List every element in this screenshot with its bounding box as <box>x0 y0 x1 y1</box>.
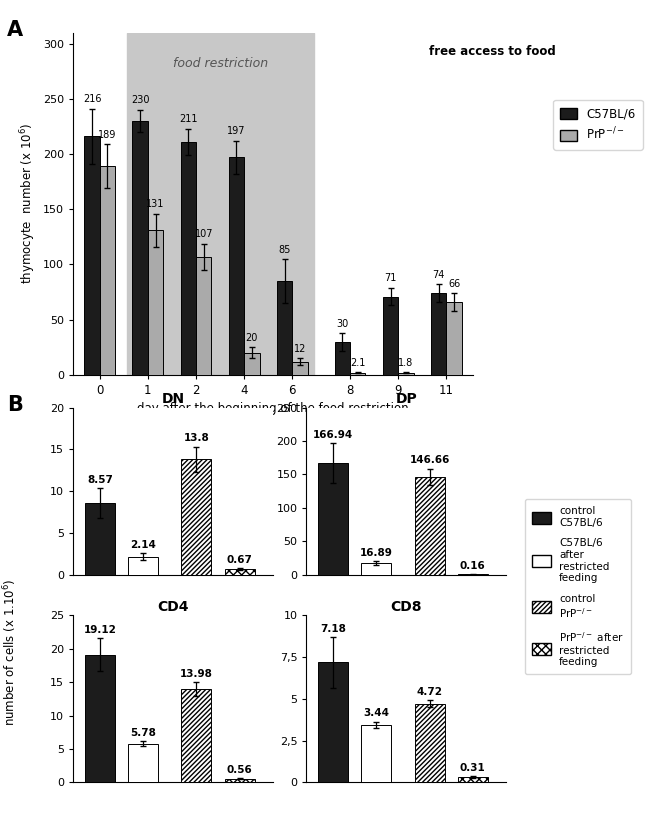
Text: 5.78: 5.78 <box>131 728 156 738</box>
Text: 12: 12 <box>294 344 306 354</box>
Bar <box>361 725 391 782</box>
Text: 230: 230 <box>131 95 149 105</box>
Bar <box>85 654 115 782</box>
Title: DN: DN <box>162 392 184 407</box>
Bar <box>224 569 254 575</box>
Text: 4.72: 4.72 <box>416 687 443 697</box>
Text: 66: 66 <box>448 279 460 289</box>
Bar <box>196 257 211 375</box>
Text: free access to food: free access to food <box>430 45 556 58</box>
Bar <box>224 778 254 782</box>
Text: 131: 131 <box>147 200 165 209</box>
Text: 71: 71 <box>384 273 397 284</box>
Text: 2.1: 2.1 <box>350 358 366 368</box>
Bar <box>85 136 100 375</box>
Bar <box>128 557 159 575</box>
Text: 107: 107 <box>194 229 213 239</box>
Bar <box>100 166 115 375</box>
Text: number of cells (x 1.10$^6$): number of cells (x 1.10$^6$) <box>1 579 19 725</box>
Bar <box>335 341 350 375</box>
Bar <box>318 463 348 575</box>
Text: 1.8: 1.8 <box>398 358 414 368</box>
Text: 30: 30 <box>336 319 348 328</box>
Text: 74: 74 <box>432 270 445 280</box>
Text: A: A <box>7 20 23 41</box>
Text: 13.98: 13.98 <box>180 669 213 679</box>
Bar <box>127 33 314 375</box>
Text: 166.94: 166.94 <box>313 430 353 439</box>
Bar <box>128 744 159 782</box>
Bar <box>458 778 488 782</box>
Bar <box>318 663 348 782</box>
Bar <box>383 297 398 375</box>
Bar <box>228 157 244 375</box>
Bar <box>414 477 445 575</box>
Text: 189: 189 <box>99 130 117 139</box>
Bar <box>180 142 196 375</box>
Text: 7.18: 7.18 <box>320 624 346 634</box>
Text: 19.12: 19.12 <box>83 624 117 635</box>
Bar <box>277 281 292 375</box>
Bar <box>148 231 163 375</box>
X-axis label: day after the beginning of the food restriction: day after the beginning of the food rest… <box>137 403 409 416</box>
Bar <box>181 689 212 782</box>
Bar <box>398 373 414 375</box>
Bar <box>414 703 445 782</box>
Text: 0.67: 0.67 <box>227 555 252 565</box>
Text: 0.31: 0.31 <box>460 763 486 773</box>
Title: DP: DP <box>396 392 417 407</box>
Bar <box>292 362 308 375</box>
Legend: control
C57BL/6, C57BL/6
after
restricted
feeding, control
PrP$^{-/-}$, PrP$^{-/: control C57BL/6, C57BL/6 after restricte… <box>525 499 631 675</box>
Bar <box>85 503 115 575</box>
Bar <box>133 121 148 375</box>
Title: CD4: CD4 <box>157 600 189 615</box>
Text: 197: 197 <box>227 126 246 136</box>
Text: 211: 211 <box>179 114 198 124</box>
Bar <box>244 353 260 375</box>
Bar <box>181 460 212 575</box>
Text: 0.56: 0.56 <box>227 764 252 775</box>
Text: 0.16: 0.16 <box>460 561 486 571</box>
Text: 8.57: 8.57 <box>87 474 113 485</box>
Bar <box>431 293 446 375</box>
Text: 16.89: 16.89 <box>360 548 393 558</box>
Text: 3.44: 3.44 <box>363 708 390 718</box>
Text: B: B <box>7 395 23 416</box>
Bar <box>361 563 391 575</box>
Text: 2.14: 2.14 <box>131 540 156 550</box>
Bar <box>446 302 462 375</box>
Text: 146.66: 146.66 <box>410 456 450 465</box>
Bar <box>350 372 366 375</box>
Title: CD8: CD8 <box>390 600 422 615</box>
Legend: C57BL/6, PrP$^{-/-}$: C57BL/6, PrP$^{-/-}$ <box>553 100 643 150</box>
Text: 13.8: 13.8 <box>184 434 209 443</box>
Y-axis label: thymocyte  number (x 10$^6$): thymocyte number (x 10$^6$) <box>18 123 37 284</box>
Text: 20: 20 <box>246 333 258 343</box>
Text: 216: 216 <box>83 95 101 104</box>
Text: 85: 85 <box>278 244 291 254</box>
Text: food restriction: food restriction <box>172 57 268 70</box>
